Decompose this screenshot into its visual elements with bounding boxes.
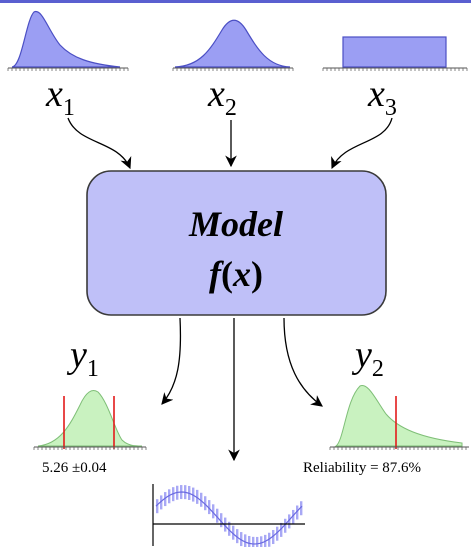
response-bar: [216, 508, 219, 523]
response-bar: [296, 505, 299, 520]
y2-skewed-density: [334, 384, 463, 447]
label-y2: y2: [351, 334, 384, 382]
response-bar: [208, 500, 211, 515]
model-box: Model f(x): [86, 170, 387, 316]
input-distribution-x3: [322, 36, 468, 71]
response-bar: [272, 530, 275, 545]
response-plot: [152, 484, 305, 547]
x1-var: x: [45, 73, 63, 115]
label-y1: y1: [66, 334, 99, 382]
response-bar: [276, 526, 279, 541]
response-bar: [240, 532, 243, 547]
response-bar: [220, 513, 223, 528]
x3-sub: 3: [385, 95, 397, 121]
response-bar: [228, 521, 231, 536]
response-bar: [284, 518, 287, 533]
arrow-x1-to-model: [67, 117, 132, 170]
response-bar: [196, 489, 199, 504]
y1-var: y: [66, 334, 87, 376]
output-distribution-y1: [33, 390, 147, 450]
response-bar: [232, 525, 235, 540]
uniform-density: [342, 36, 447, 68]
response-bar: [212, 504, 215, 519]
y2-var: y: [351, 334, 372, 376]
response-bar: [292, 509, 295, 524]
input-distribution-x2: [172, 19, 294, 71]
arrow-x3-to-model: [331, 117, 393, 170]
x2-axis: [172, 67, 294, 71]
response-sine-curve: [155, 491, 303, 545]
skewed-right-density: [11, 11, 121, 68]
model-rect: [86, 170, 387, 316]
response-bar: [300, 501, 303, 516]
y1-caption: 5.26 ±0.04: [42, 460, 107, 476]
response-bar: [156, 499, 159, 514]
label-x3: x3: [367, 73, 397, 121]
func-name: f: [209, 254, 224, 294]
x3-axis: [322, 67, 468, 71]
x1-sub: 1: [63, 95, 75, 121]
top-border: [0, 0, 471, 3]
response-bar: [168, 489, 171, 504]
x2-var: x: [207, 73, 225, 115]
response-bar: [252, 536, 255, 547]
label-x2: x2: [207, 73, 237, 121]
x2-sub: 2: [225, 95, 237, 121]
response-bar: [288, 514, 291, 529]
func-open: (: [221, 254, 233, 294]
response-bar: [256, 536, 259, 547]
x3-var: x: [367, 73, 385, 115]
func-arg: x: [232, 254, 251, 294]
y1-normal-density: [37, 390, 143, 447]
y2-sub: 2: [372, 356, 384, 382]
model-function: f(x): [209, 254, 263, 294]
y2-axis: [329, 446, 469, 450]
normal-density: [174, 19, 291, 68]
output-distribution-y2: [329, 384, 469, 450]
model-title: Model: [188, 204, 283, 244]
response-bar: [160, 495, 163, 510]
response-bars: [156, 485, 303, 547]
input-distribution-x1: [7, 11, 129, 71]
response-bar: [268, 532, 271, 547]
response-bar: [260, 536, 263, 547]
x1-axis: [7, 67, 129, 71]
func-close: ): [251, 254, 263, 294]
response-bar: [280, 522, 283, 537]
response-bar: [204, 496, 207, 511]
response-bar: [164, 492, 167, 507]
response-bar: [248, 535, 251, 547]
arrow-model-to-y1: [161, 317, 182, 405]
response-bar: [200, 492, 203, 507]
label-x1: x1: [45, 73, 75, 121]
arrow-model-to-y2: [283, 317, 323, 407]
y1-axis: [33, 446, 147, 450]
response-bar: [244, 534, 247, 547]
y1-sub: 1: [87, 356, 99, 382]
y2-caption: Reliability = 87.6%: [303, 460, 421, 476]
response-bar: [236, 529, 239, 544]
